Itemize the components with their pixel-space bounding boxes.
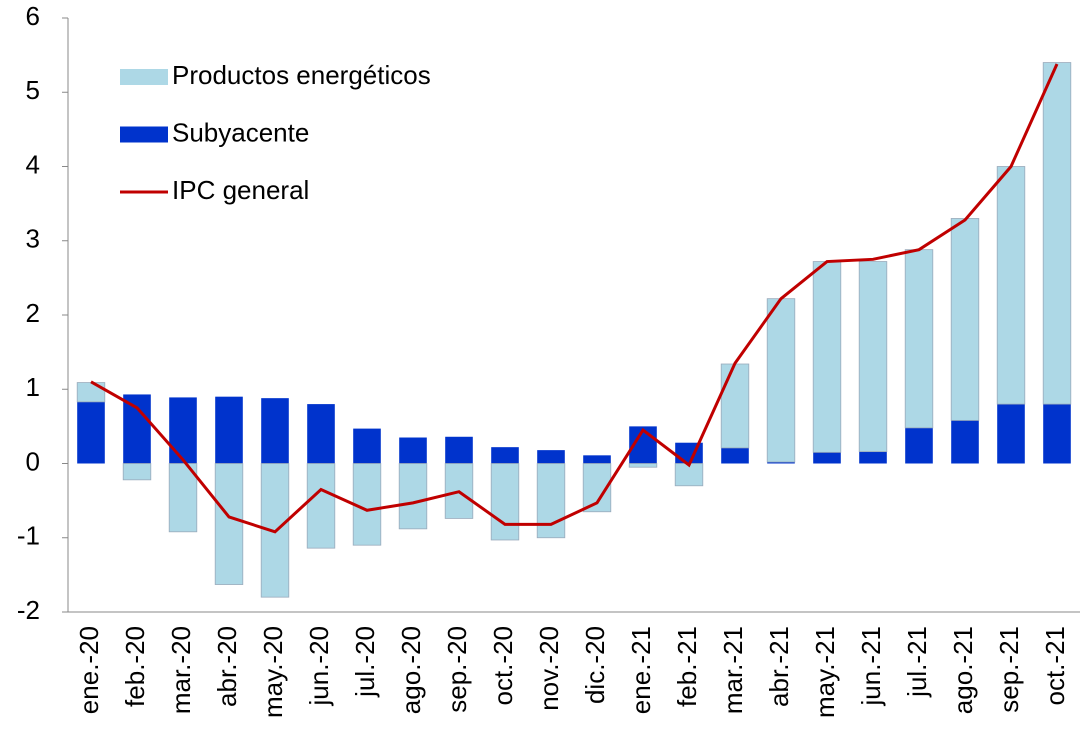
y-tick-label: 1 bbox=[26, 372, 40, 402]
bar bbox=[905, 427, 933, 464]
x-tick-label: jun.-20 bbox=[304, 626, 334, 707]
x-tick-label: sep.-21 bbox=[994, 626, 1024, 713]
bar bbox=[353, 428, 381, 464]
y-tick-label: 6 bbox=[26, 1, 40, 31]
bar bbox=[168, 463, 198, 533]
bar bbox=[306, 463, 336, 549]
bar bbox=[536, 463, 566, 539]
x-tick-label: feb.-20 bbox=[120, 626, 150, 707]
bar bbox=[445, 436, 473, 464]
bar bbox=[352, 463, 382, 546]
bar bbox=[858, 261, 888, 453]
bar bbox=[490, 463, 520, 541]
y-tick-label: 2 bbox=[26, 298, 40, 328]
bar bbox=[951, 420, 979, 464]
x-tick-label: ago.-20 bbox=[396, 626, 426, 714]
bar bbox=[169, 397, 197, 464]
y-tick-label: 4 bbox=[26, 149, 40, 179]
bar bbox=[859, 451, 887, 464]
legend-label: Subyacente bbox=[172, 117, 309, 147]
x-tick-label: mar.-21 bbox=[718, 626, 748, 714]
bar bbox=[307, 404, 335, 464]
y-tick-label: -2 bbox=[17, 595, 40, 625]
bar bbox=[766, 298, 796, 463]
bar bbox=[721, 447, 749, 464]
bar bbox=[813, 452, 841, 464]
bar bbox=[399, 437, 427, 464]
x-tick-label: jun.-21 bbox=[856, 626, 886, 707]
x-tick-label: jul.-21 bbox=[902, 626, 932, 698]
bar bbox=[767, 462, 795, 464]
x-tick-label: abr.-21 bbox=[764, 626, 794, 707]
legend-swatch bbox=[120, 69, 168, 85]
bar bbox=[1043, 404, 1071, 464]
legend-swatch bbox=[120, 126, 168, 143]
bar bbox=[261, 398, 289, 464]
x-tick-label: may.-20 bbox=[258, 626, 288, 718]
bar bbox=[537, 450, 565, 464]
bar bbox=[628, 463, 658, 468]
legend-label: Productos energéticos bbox=[172, 60, 431, 90]
x-tick-label: dic.-20 bbox=[580, 626, 610, 704]
bar bbox=[215, 396, 243, 464]
bar bbox=[398, 463, 428, 530]
bar bbox=[77, 401, 105, 464]
bar bbox=[950, 218, 980, 421]
x-tick-label: feb.-21 bbox=[672, 626, 702, 707]
x-tick-label: abr.-20 bbox=[212, 626, 242, 707]
x-tick-label: ene.-21 bbox=[626, 626, 656, 714]
bar bbox=[997, 404, 1025, 464]
x-tick-label: oct.-21 bbox=[1040, 626, 1070, 706]
x-tick-label: sep.-20 bbox=[442, 626, 472, 713]
y-tick-label: 0 bbox=[26, 446, 40, 476]
x-tick-label: may.-21 bbox=[810, 626, 840, 718]
line bbox=[90, 63, 1059, 534]
x-tick-label: mar.-20 bbox=[166, 626, 196, 714]
y-tick-label: -1 bbox=[17, 521, 40, 551]
bar bbox=[214, 463, 244, 585]
bar bbox=[583, 455, 611, 464]
bar bbox=[996, 166, 1026, 405]
x-tick-label: nov.-20 bbox=[534, 626, 564, 711]
bar bbox=[76, 382, 106, 403]
y-tick-label: 5 bbox=[26, 75, 40, 105]
x-tick-label: jul.-20 bbox=[350, 626, 380, 698]
bar bbox=[1042, 62, 1072, 405]
bar bbox=[123, 394, 151, 464]
bar bbox=[720, 363, 750, 449]
bar bbox=[812, 261, 842, 453]
bar bbox=[491, 447, 519, 464]
bar bbox=[904, 249, 934, 429]
x-tick-label: ene.-20 bbox=[74, 626, 104, 714]
x-tick-label: ago.-21 bbox=[948, 626, 978, 714]
legend-label: IPC general bbox=[172, 175, 309, 205]
x-tick-label: oct.-20 bbox=[488, 626, 518, 706]
y-tick-label: 3 bbox=[26, 224, 40, 254]
bar bbox=[122, 463, 152, 481]
